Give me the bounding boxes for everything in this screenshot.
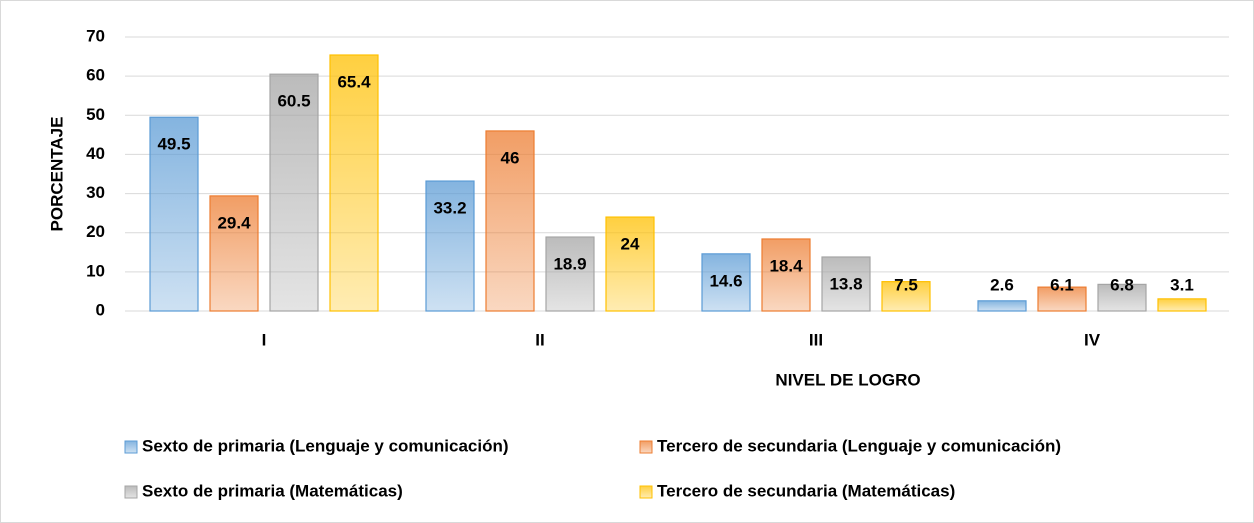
legend-swatch bbox=[639, 440, 653, 454]
legend-label: Sexto de primaria (Matemáticas) bbox=[142, 481, 403, 500]
x-tick-label: III bbox=[809, 330, 823, 349]
bar bbox=[761, 238, 811, 312]
data-label: 13.8 bbox=[829, 274, 862, 293]
x-tick-label: I bbox=[262, 330, 267, 349]
x-tick-label: IV bbox=[1084, 330, 1101, 349]
bar bbox=[545, 236, 595, 312]
bar bbox=[881, 281, 931, 312]
bar bbox=[821, 256, 871, 312]
x-tick-label: II bbox=[535, 330, 544, 349]
bar bbox=[329, 54, 379, 312]
y-tick-label: 0 bbox=[96, 300, 105, 319]
bar bbox=[1097, 283, 1147, 312]
bar bbox=[1157, 298, 1207, 312]
bar bbox=[425, 180, 475, 312]
data-label: 18.9 bbox=[553, 255, 586, 274]
data-label: 6.8 bbox=[1110, 275, 1134, 294]
legend-swatch bbox=[124, 440, 138, 454]
data-label: 29.4 bbox=[217, 213, 251, 232]
y-tick-label: 70 bbox=[86, 26, 105, 45]
bar bbox=[977, 300, 1027, 312]
legend-swatch bbox=[124, 485, 138, 499]
bar bbox=[269, 73, 319, 312]
y-tick-label: 30 bbox=[86, 183, 105, 202]
legend-label: Tercero de secundaria (Lenguaje y comuni… bbox=[657, 436, 1061, 455]
legend-label: Sexto de primaria (Lenguaje y comunicaci… bbox=[142, 436, 509, 455]
y-tick-label: 10 bbox=[86, 261, 105, 280]
data-label: 60.5 bbox=[277, 92, 310, 111]
data-label: 49.5 bbox=[157, 135, 190, 154]
bar bbox=[149, 116, 199, 312]
legend-label: Tercero de secundaria (Matemáticas) bbox=[657, 481, 955, 500]
data-label: 3.1 bbox=[1170, 275, 1194, 294]
data-label: 65.4 bbox=[337, 72, 371, 91]
data-label: 7.5 bbox=[894, 275, 918, 294]
data-label: 46 bbox=[501, 148, 520, 167]
x-axis-label: NIVEL DE LOGRO bbox=[775, 370, 920, 389]
bar bbox=[701, 253, 751, 312]
data-label: 6.1 bbox=[1050, 275, 1074, 294]
data-label: 33.2 bbox=[433, 199, 466, 218]
data-label: 24 bbox=[621, 235, 640, 254]
y-tick-label: 20 bbox=[86, 222, 105, 241]
y-tick-label: 40 bbox=[86, 144, 105, 163]
bar bbox=[605, 216, 655, 312]
y-tick-label: 50 bbox=[86, 105, 105, 124]
data-label: 18.4 bbox=[769, 256, 803, 275]
y-axis-label: PORCENTAJE bbox=[47, 117, 66, 232]
legend-swatch bbox=[639, 485, 653, 499]
bar bbox=[209, 195, 259, 312]
bar bbox=[485, 130, 535, 312]
y-tick-label: 60 bbox=[86, 66, 105, 85]
bar bbox=[1037, 286, 1087, 312]
data-label: 14.6 bbox=[709, 271, 742, 290]
data-label: 2.6 bbox=[990, 275, 1014, 294]
